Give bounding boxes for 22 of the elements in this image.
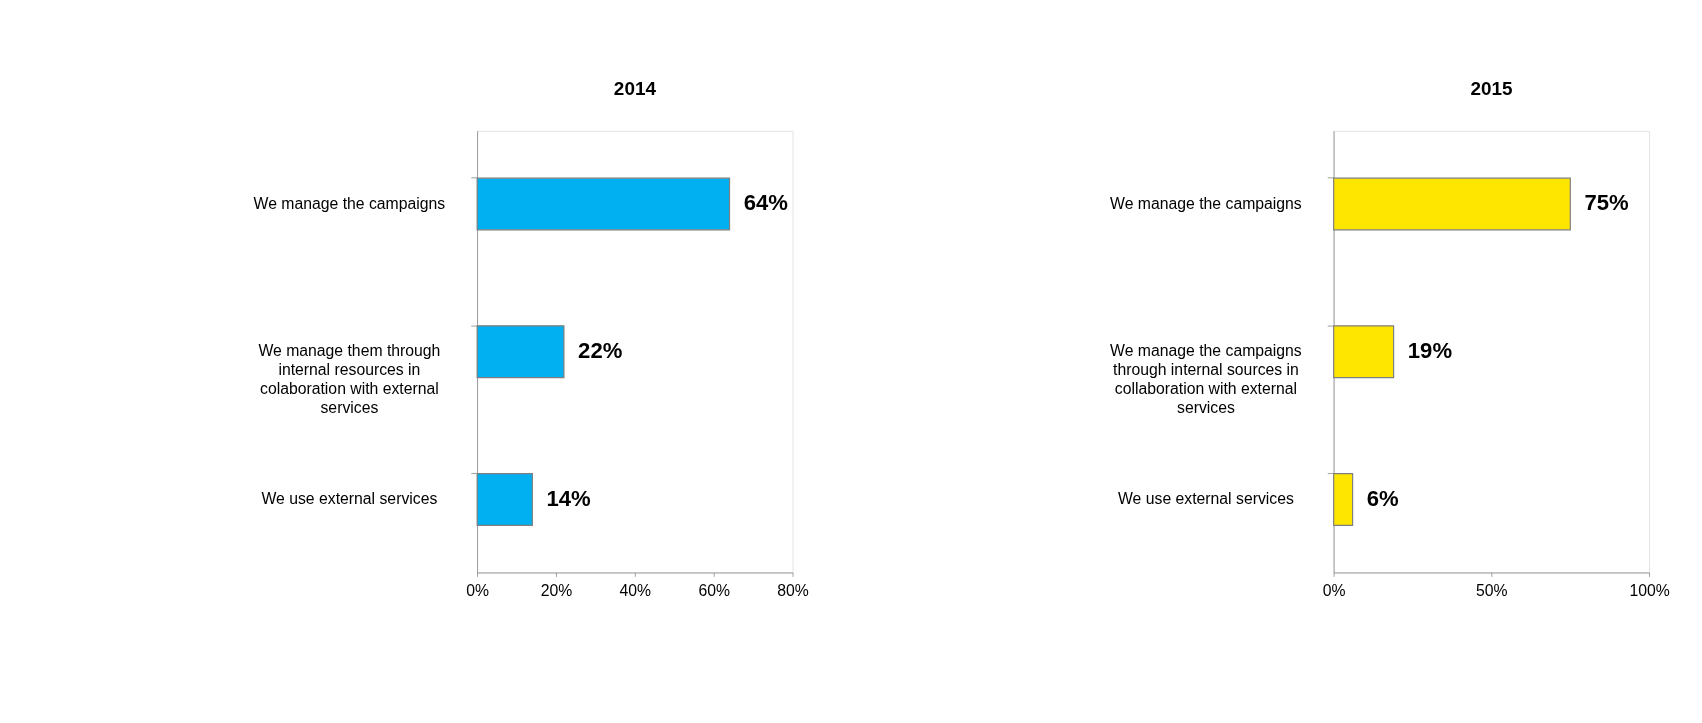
- y-tick-label: We manage the campaigns through internal sources in collaboration with external services: [1110, 342, 1302, 417]
- x-tick-label: 20%: [540, 581, 573, 599]
- y-tick-label: We manage them through internal resources in colaboration with external services: [258, 342, 441, 417]
- y-tick-label: We manage the campaigns: [253, 194, 446, 212]
- data-label: 19%: [1407, 338, 1453, 364]
- data-label: 75%: [1584, 190, 1630, 216]
- y-tick-label: We manage the campaigns: [1110, 194, 1302, 212]
- chart-title: 2014: [613, 78, 657, 100]
- x-tick-label: 60%: [698, 581, 730, 599]
- data-label: 6%: [1366, 485, 1400, 511]
- y-tick-label: We use external services: [261, 490, 438, 508]
- y-tick-label: We use external services: [1117, 490, 1294, 508]
- x-tick-label: 50%: [1476, 581, 1508, 599]
- x-tick-label: 0%: [466, 581, 489, 599]
- chart-title: 2015: [1470, 78, 1513, 100]
- data-label: 22%: [578, 338, 623, 364]
- data-label: 14%: [546, 485, 592, 511]
- x-tick-label: 0%: [1322, 581, 1346, 599]
- x-tick-label: 100%: [1629, 581, 1670, 599]
- x-tick-label: 40%: [619, 581, 652, 599]
- data-label: 64%: [743, 190, 789, 216]
- x-tick-label: 80%: [777, 581, 809, 599]
